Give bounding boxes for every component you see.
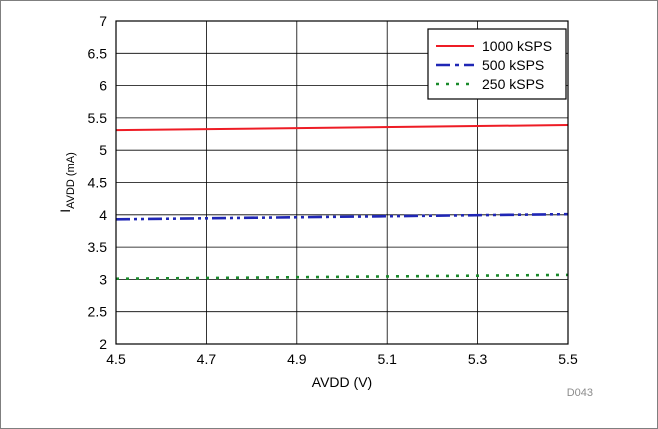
y-tick-label: 2 [99,336,107,352]
legend-label-1: 500 kSPS [482,57,544,73]
legend-label-0: 1000 kSPS [482,38,552,54]
x-tick-label: 4.7 [197,351,217,367]
y-axis-title-subscript: AVDD (mA) [65,152,77,209]
y-tick-label: 4 [99,207,107,223]
x-axis-title: AVDD (V) [312,374,372,390]
x-tick-label: 4.5 [106,351,126,367]
plot-area-border [115,20,569,345]
y-tick-label: 6 [99,78,107,94]
y-axis-title-main: I [57,209,73,213]
legend: 1000 kSPS 500 kSPS 250 kSPS [427,28,567,100]
y-tick-label: 3 [99,271,107,287]
y-tick-label: 7 [99,13,107,29]
y-tick-label: 5.5 [88,110,108,126]
x-tick-label: 5.1 [377,351,397,367]
y-tick-label: 2.5 [88,304,108,320]
legend-box [427,28,567,100]
series-line-0 [115,124,569,132]
y-axis-ticks: 2 2.5 3 3.5 4 4.5 5 5.5 6 6.5 7 [88,13,108,352]
series-line-2 [115,273,569,281]
x-tick-label: 4.9 [287,351,307,367]
series-line-1 [115,212,569,221]
y-tick-label: 4.5 [88,175,108,191]
legend-label-2: 250 kSPS [482,76,544,92]
x-tick-label: 5.3 [468,351,488,367]
figure-code: D043 [567,387,593,399]
y-tick-label: 3.5 [88,239,108,255]
y-axis-title: IAVDD (mA) [57,152,77,213]
series-lines [115,124,569,281]
y-tick-label: 5 [99,142,107,158]
x-tick-label: 5.5 [558,351,578,367]
y-tick-label: 6.5 [88,45,108,61]
x-axis-ticks: 4.5 4.7 4.9 5.1 5.3 5.5 [106,351,578,367]
